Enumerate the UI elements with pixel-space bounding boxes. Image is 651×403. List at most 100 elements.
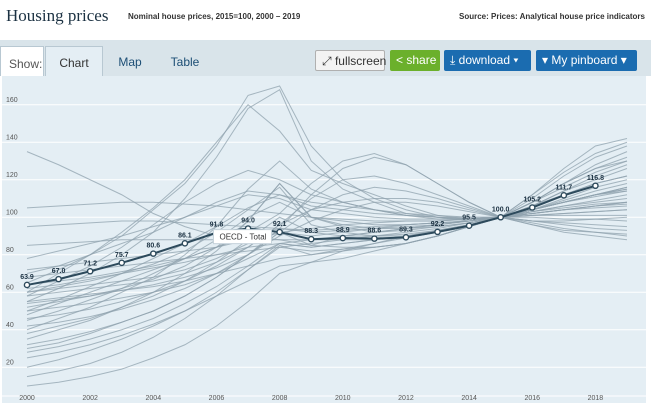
x-tick-label: 2014 bbox=[461, 395, 477, 402]
data-point[interactable] bbox=[339, 234, 347, 242]
data-label: 95.5 bbox=[462, 215, 476, 222]
country-series-line[interactable] bbox=[26, 209, 628, 271]
pinboard-button[interactable]: ▾ My pinboard ▾ bbox=[536, 50, 637, 71]
data-label: 94.0 bbox=[241, 218, 255, 225]
y-tick-label: 40 bbox=[6, 322, 14, 329]
download-button[interactable]: ⤓ download ▾ bbox=[444, 50, 531, 71]
pinboard-label: My pinboard bbox=[551, 53, 618, 67]
data-point[interactable] bbox=[181, 240, 189, 247]
data-label: 105.2 bbox=[523, 197, 541, 204]
pin-icon: ▾ bbox=[542, 53, 549, 67]
data-label: 88.9 bbox=[336, 227, 350, 234]
x-tick-label: 2018 bbox=[588, 395, 604, 402]
x-tick-label: 2012 bbox=[398, 395, 414, 402]
data-point[interactable] bbox=[560, 192, 568, 199]
show-label: Show: bbox=[0, 46, 44, 76]
y-tick-label: 160 bbox=[6, 97, 18, 104]
axis-labels: 20 40 60 80 100 120 140 160 2000 2002 2004 2006 2008… bbox=[6, 97, 603, 402]
download-icon: ⤓ bbox=[450, 53, 456, 67]
data-label: 92.2 bbox=[431, 221, 445, 228]
x-tick-label: 2004 bbox=[146, 395, 162, 402]
tooltip-box bbox=[212, 229, 272, 245]
country-series-line[interactable] bbox=[26, 164, 628, 308]
data-label: 88.3 bbox=[304, 228, 318, 235]
data-label: 71.2 bbox=[83, 260, 97, 267]
x-tick-label: 2008 bbox=[272, 395, 288, 402]
data-point[interactable] bbox=[402, 234, 410, 241]
share-button[interactable]: < share bbox=[390, 50, 440, 71]
country-series-line[interactable] bbox=[26, 190, 628, 334]
data-point[interactable] bbox=[118, 259, 126, 267]
page-title: Housing prices bbox=[6, 6, 109, 25]
chevron-down-icon: ▾ bbox=[513, 53, 519, 67]
data-point[interactable] bbox=[497, 213, 504, 221]
data-label: 80.6 bbox=[147, 243, 161, 250]
data-label: 116.8 bbox=[587, 175, 604, 182]
share-label: share bbox=[406, 53, 437, 67]
tab-map[interactable]: Map bbox=[118, 55, 142, 69]
data-label: 88.6 bbox=[368, 228, 382, 235]
x-tick-label: 2016 bbox=[524, 395, 540, 402]
x-tick-label: 2000 bbox=[19, 395, 35, 402]
share-icon: < bbox=[396, 53, 404, 67]
country-series-line[interactable] bbox=[26, 201, 628, 278]
data-point[interactable] bbox=[528, 204, 536, 211]
country-series-line[interactable] bbox=[26, 201, 628, 222]
data-label: 92.1 bbox=[273, 221, 287, 228]
oecd-total-line[interactable] bbox=[26, 184, 596, 286]
country-series-line[interactable] bbox=[26, 186, 628, 346]
chart-panel: 63.9 67.0 71.2 75.7 80.6 86.1 91.8 94.0 92.1 88.3… bbox=[2, 76, 646, 403]
expand-icon: ⤢ bbox=[322, 54, 332, 68]
chart-subtitle: Nominal house prices, 2015=100, 2000 – 2… bbox=[128, 12, 301, 21]
chevron-down-icon: ▾ bbox=[620, 53, 627, 67]
country-series-line[interactable] bbox=[26, 188, 628, 359]
data-label: 86.1 bbox=[178, 232, 192, 239]
country-series-line[interactable] bbox=[26, 203, 628, 289]
fullscreen-button[interactable]: ⤢ fullscreen bbox=[315, 50, 387, 71]
country-series-line[interactable] bbox=[26, 89, 628, 303]
data-point[interactable] bbox=[55, 275, 62, 283]
data-label: 75.7 bbox=[115, 252, 129, 259]
x-tick-label: 2002 bbox=[82, 395, 98, 402]
data-label: 100.0 bbox=[492, 206, 510, 213]
data-point[interactable] bbox=[23, 281, 31, 289]
background-series[interactable] bbox=[26, 85, 628, 387]
data-point[interactable] bbox=[592, 182, 599, 190]
x-tick-label: 2010 bbox=[335, 395, 351, 402]
x-tick-label: 2006 bbox=[209, 395, 225, 402]
data-point[interactable] bbox=[307, 235, 315, 243]
country-series-line[interactable] bbox=[26, 198, 628, 297]
country-series-line[interactable] bbox=[26, 183, 628, 387]
data-label: 67.0 bbox=[52, 268, 66, 275]
tab-table[interactable]: Table bbox=[170, 55, 200, 69]
source-link[interactable]: Source: Prices: Analytical house price i… bbox=[459, 12, 645, 21]
highlight-series[interactable]: 63.9 67.0 71.2 75.7 80.6 86.1 91.8 94.0 92.1 88.3… bbox=[20, 175, 604, 289]
data-point[interactable] bbox=[371, 235, 378, 242]
data-label: 111.7 bbox=[555, 184, 572, 191]
data-point[interactable] bbox=[86, 267, 94, 275]
line-chart: 63.9 67.0 71.2 75.7 80.6 86.1 91.8 94.0 92.1 88.3… bbox=[2, 85, 646, 402]
data-point[interactable] bbox=[276, 228, 283, 236]
tab-chart[interactable]: Chart bbox=[45, 46, 103, 78]
data-point[interactable] bbox=[434, 228, 441, 236]
country-series-line[interactable] bbox=[26, 156, 628, 327]
y-tick-label: 140 bbox=[6, 134, 18, 141]
download-label: download bbox=[458, 53, 511, 67]
fullscreen-label: fullscreen bbox=[334, 54, 387, 68]
y-tick-label: 20 bbox=[6, 359, 14, 366]
y-tick-label: 120 bbox=[6, 172, 18, 179]
data-label: 63.9 bbox=[20, 274, 34, 281]
y-tick-label: 60 bbox=[6, 284, 14, 291]
y-tick-label: 80 bbox=[6, 247, 14, 254]
country-series-line[interactable] bbox=[26, 205, 628, 353]
data-point[interactable] bbox=[150, 250, 157, 257]
data-label: 91.8 bbox=[210, 222, 224, 229]
country-series-line[interactable] bbox=[26, 138, 628, 293]
data-point[interactable] bbox=[465, 222, 473, 229]
tooltip-label: OECD - Total bbox=[219, 233, 266, 242]
header: Housing prices Nominal house prices, 201… bbox=[0, 0, 651, 36]
y-tick-label: 100 bbox=[6, 209, 18, 216]
toolbar: Show: Chart Map Table ⤢ fullscreen < sha… bbox=[0, 38, 651, 78]
data-label: 89.3 bbox=[399, 226, 413, 233]
country-series-line[interactable] bbox=[26, 156, 628, 378]
